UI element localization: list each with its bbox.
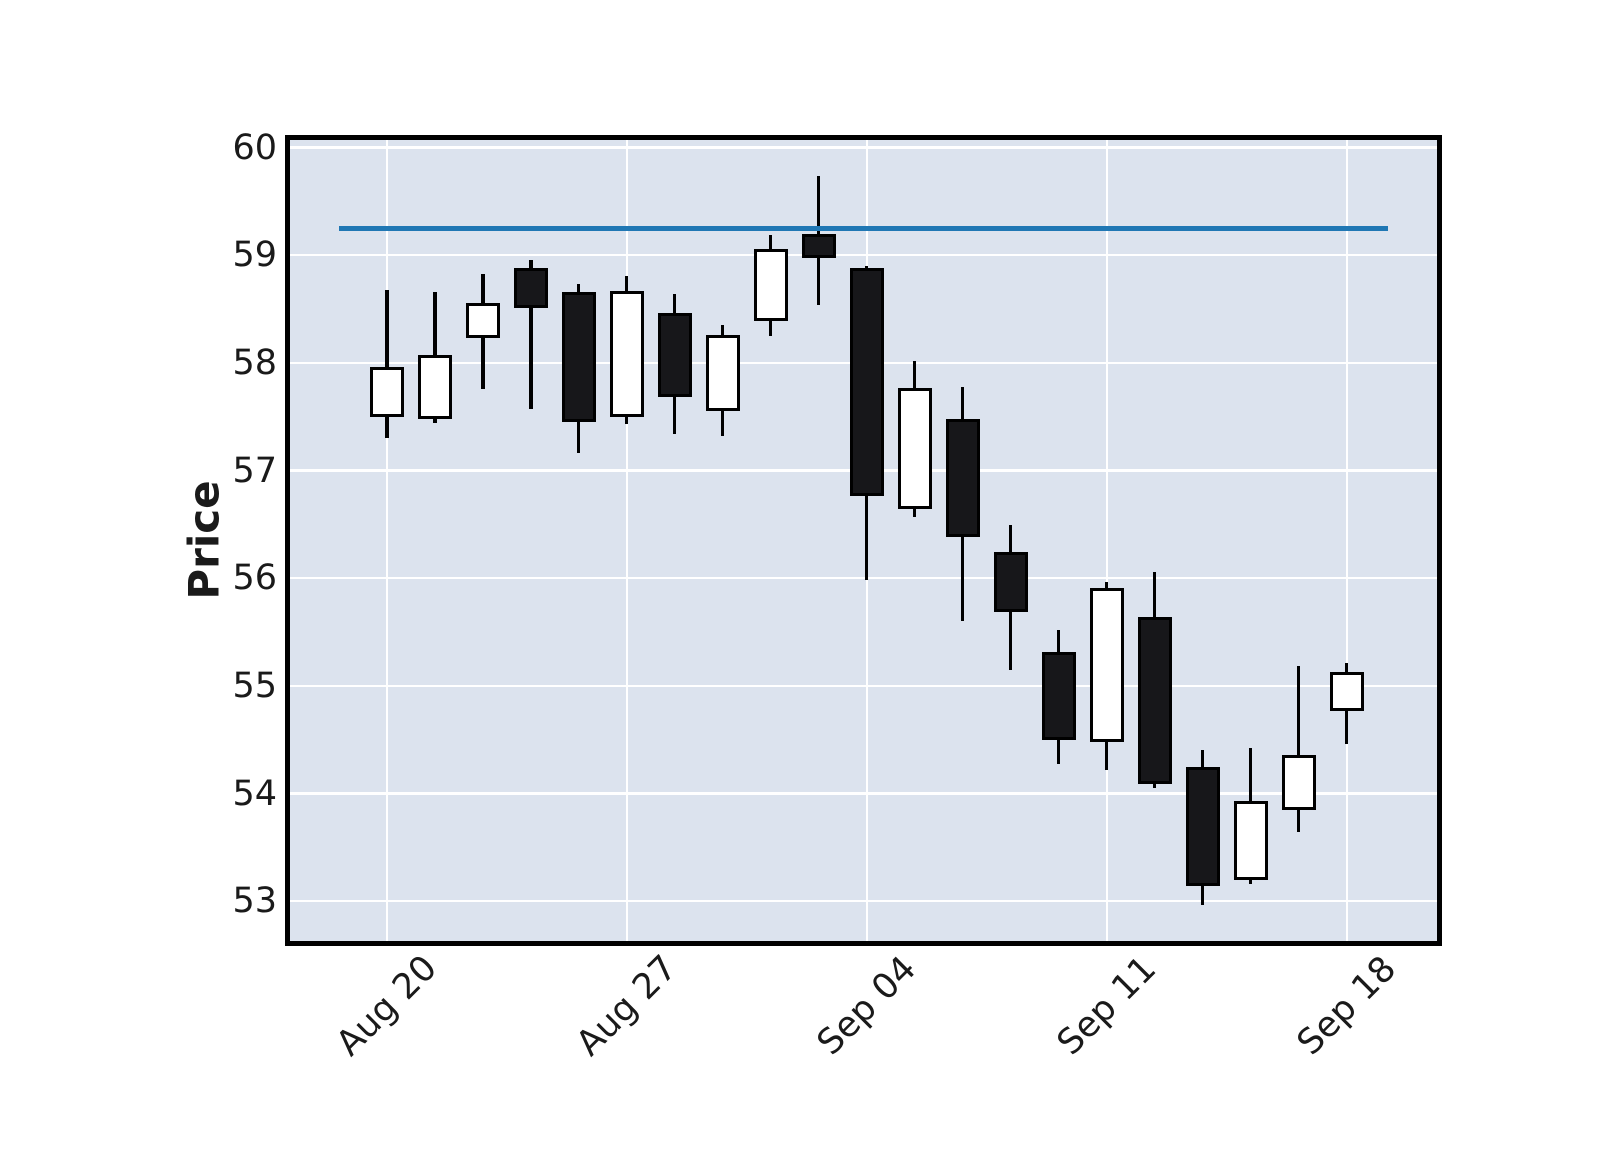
candle-body <box>513 268 548 308</box>
candle-body <box>369 367 404 417</box>
v-gridline <box>385 140 389 941</box>
h-gridline <box>290 576 1437 580</box>
candle-body <box>1089 587 1124 742</box>
candle-body <box>1329 671 1364 711</box>
candle-wick <box>1297 666 1301 833</box>
y-axis-title: Price <box>179 480 229 600</box>
candle-body <box>945 418 980 538</box>
candle-body <box>705 334 740 412</box>
candle-body <box>993 552 1028 612</box>
x-tick-label: Aug 20 <box>328 948 445 1064</box>
candle-body <box>609 290 644 417</box>
candle-body <box>465 302 500 339</box>
h-gridline <box>290 899 1437 903</box>
h-gridline <box>290 146 1437 149</box>
candle-body <box>1281 754 1316 810</box>
y-tick-label: 58 <box>232 342 277 383</box>
x-tick-label: Sep 11 <box>1049 948 1164 1064</box>
v-gridline <box>625 140 629 941</box>
y-tick-label: 56 <box>232 558 277 599</box>
candle-body <box>417 355 452 419</box>
y-tick-label: 54 <box>232 773 277 814</box>
candle-wick <box>529 259 533 410</box>
y-tick-label: 60 <box>232 127 277 168</box>
h-gridline <box>290 684 1437 688</box>
v-gridline <box>1345 140 1349 941</box>
x-tick-label: Aug 27 <box>568 948 685 1064</box>
candle-body <box>849 268 884 497</box>
x-tick-label: Sep 04 <box>809 948 925 1064</box>
candle-body <box>657 313 692 398</box>
candle-body <box>1041 652 1076 740</box>
candle-body <box>801 233 836 259</box>
candle-body <box>753 248 788 321</box>
candle-body <box>897 387 932 510</box>
candle-wick <box>385 289 389 439</box>
y-tick-label: 55 <box>232 665 277 706</box>
horizontal-reference-line <box>338 225 1388 231</box>
candle-body <box>1185 766 1220 887</box>
y-tick-label: 59 <box>232 235 277 276</box>
h-gridline <box>290 253 1437 257</box>
candle-body <box>1137 616 1172 784</box>
plot-area <box>285 135 1442 946</box>
candle-body <box>1233 801 1268 880</box>
v-gridline <box>1105 140 1109 941</box>
y-tick-label: 53 <box>232 881 277 922</box>
y-tick-label: 57 <box>232 450 277 491</box>
candle-body <box>561 291 596 423</box>
h-gridline <box>290 792 1437 795</box>
x-tick-label: Sep 18 <box>1289 948 1404 1064</box>
